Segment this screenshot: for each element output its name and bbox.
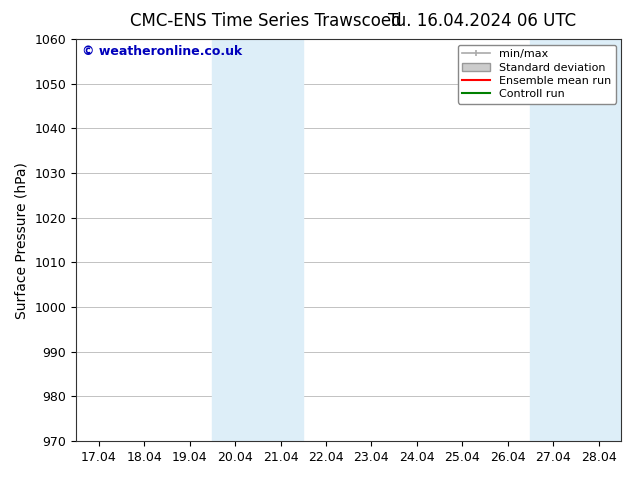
Y-axis label: Surface Pressure (hPa): Surface Pressure (hPa)	[15, 162, 29, 318]
Bar	[531, 39, 621, 441]
Text: CMC-ENS Time Series Trawscoed: CMC-ENS Time Series Trawscoed	[131, 12, 402, 30]
Bar	[212, 39, 303, 441]
Text: Tu. 16.04.2024 06 UTC: Tu. 16.04.2024 06 UTC	[388, 12, 576, 30]
Legend: min/max, Standard deviation, Ensemble mean run, Controll run: min/max, Standard deviation, Ensemble me…	[458, 45, 616, 104]
Text: © weatheronline.co.uk: © weatheronline.co.uk	[82, 45, 242, 58]
